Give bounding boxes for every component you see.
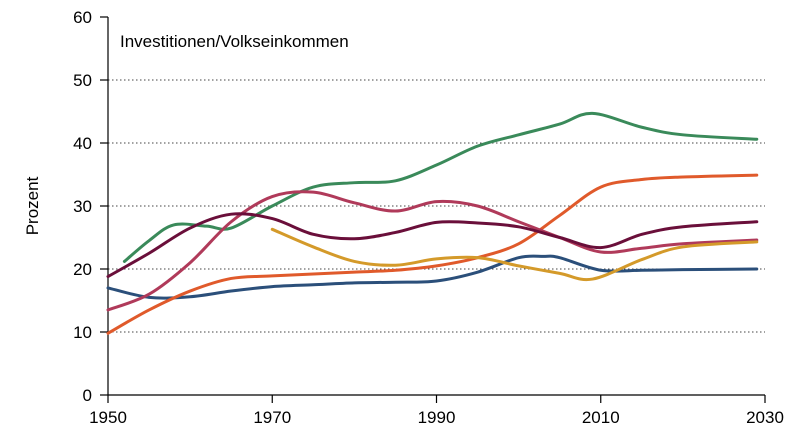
x-tick-label: 2010 <box>582 408 620 427</box>
y-axis-label: Prozent <box>23 176 42 235</box>
x-tick-label: 1950 <box>89 408 127 427</box>
y-tick-label: 50 <box>73 71 92 90</box>
y-tick-label: 30 <box>73 197 92 216</box>
y-tick-label: 10 <box>73 323 92 342</box>
x-tick-label: 1990 <box>418 408 456 427</box>
series-line <box>106 173 759 335</box>
y-tick-label: 60 <box>73 8 92 27</box>
chart-title: Investitionen/Volkseinkommen <box>120 32 349 51</box>
y-tick-label: 20 <box>73 260 92 279</box>
series-line <box>106 254 759 300</box>
series-line <box>122 111 759 263</box>
x-tick-label: 1970 <box>253 408 291 427</box>
series-line <box>106 212 759 279</box>
series-line <box>106 190 759 312</box>
x-tick-label: 2030 <box>746 408 784 427</box>
series-line <box>270 227 759 282</box>
y-tick-label: 40 <box>73 134 92 153</box>
y-tick-label: 0 <box>83 386 92 405</box>
